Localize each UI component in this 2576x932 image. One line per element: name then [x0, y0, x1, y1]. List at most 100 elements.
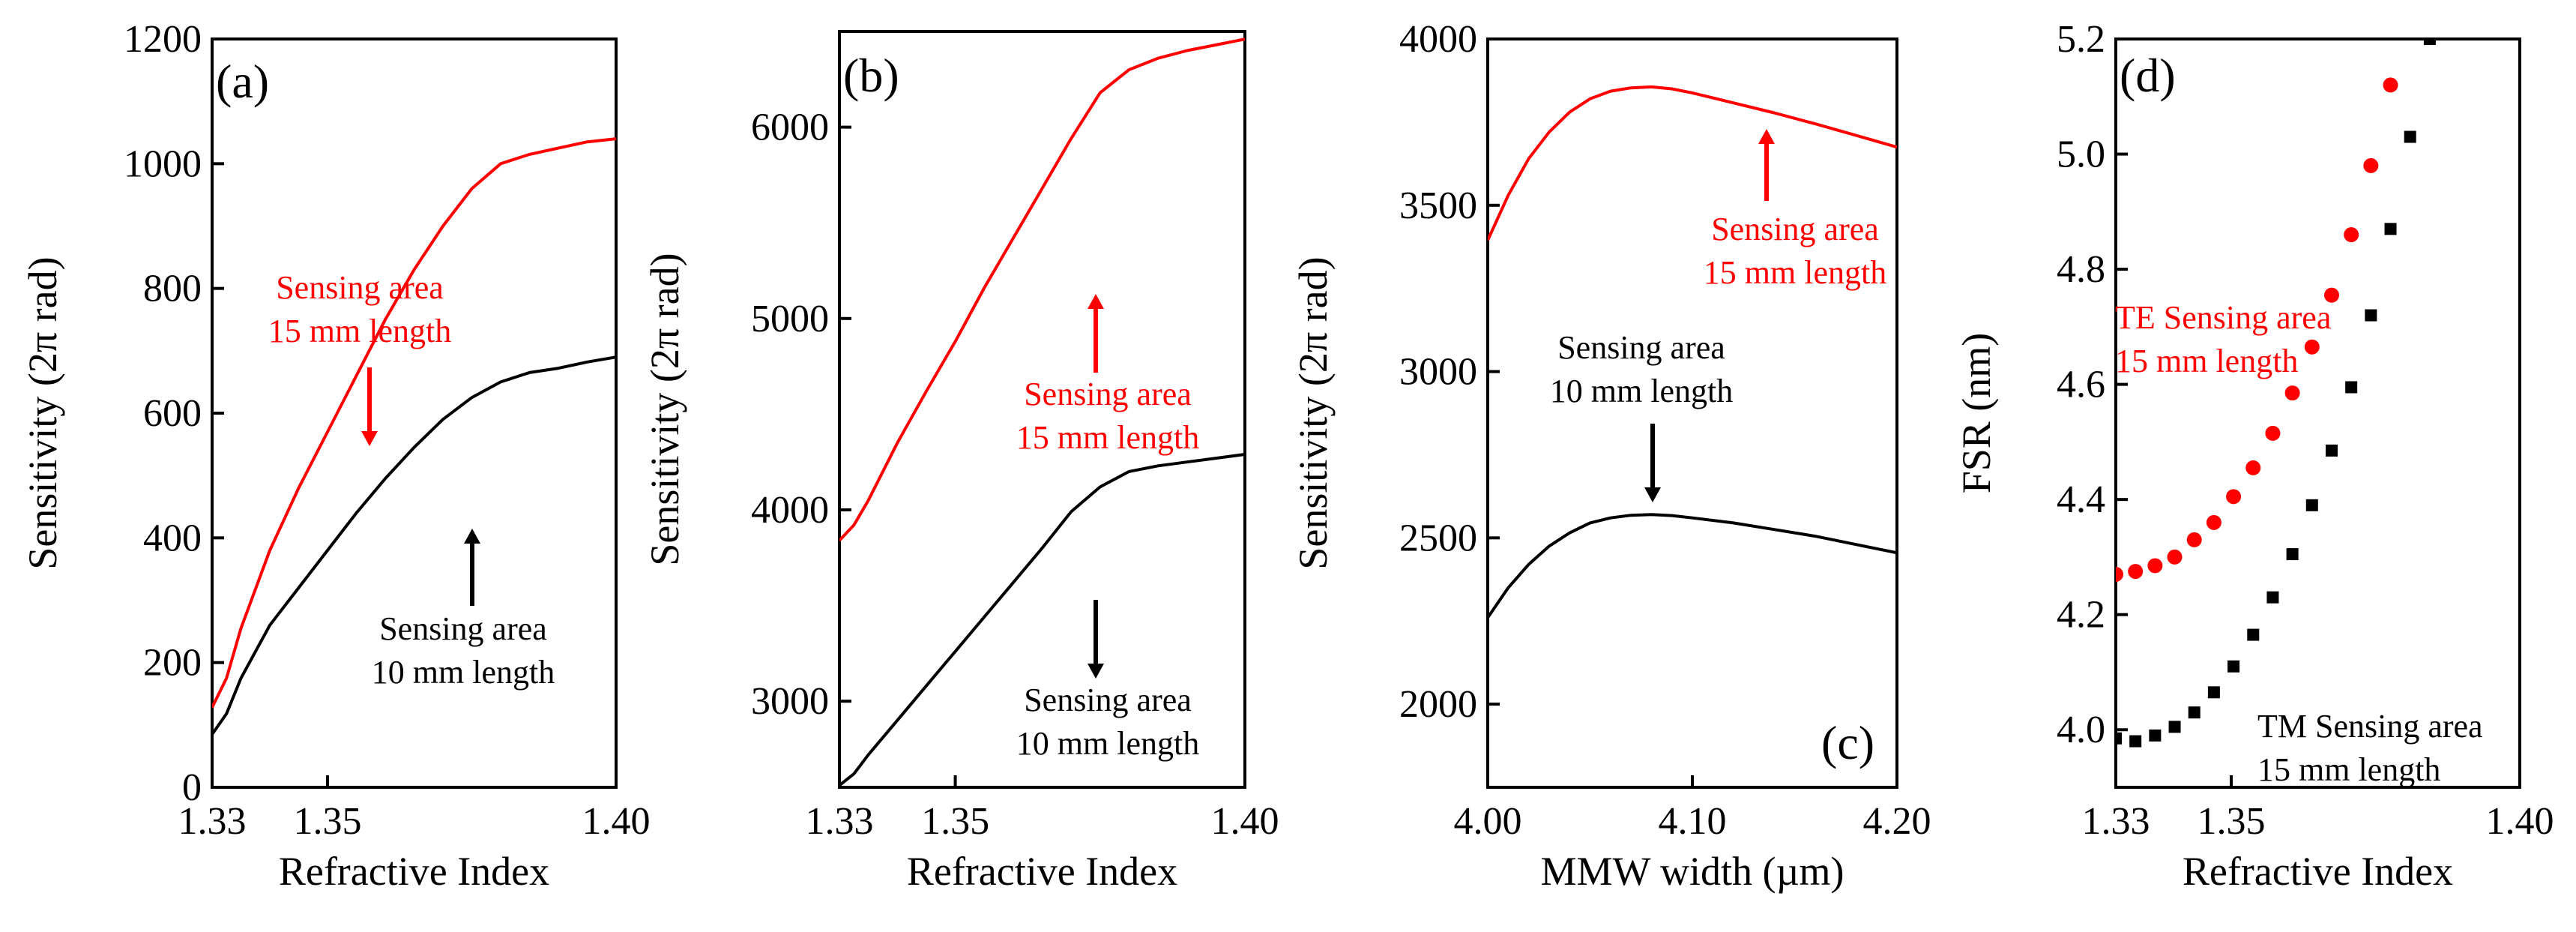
arrow-up-icon [1758, 129, 1775, 201]
series-group [1488, 85, 1897, 619]
y-tick-label: 4.2 [2057, 594, 2105, 637]
x-axis-title: Refractive Index [907, 849, 1177, 894]
data-point-tm [2365, 309, 2377, 322]
data-point-te [2265, 425, 2281, 441]
series-line-black [1488, 513, 1897, 619]
data-point-tm [2207, 686, 2220, 699]
annotation-text: Sensing area [1024, 682, 1192, 718]
data-point-te [2284, 385, 2300, 401]
data-point-tm [2129, 735, 2142, 748]
y-tick-label: 2000 [1399, 683, 1477, 726]
annotation: Sensing area 10 mm length [372, 529, 555, 691]
data-point-te [2167, 549, 2183, 565]
y-tick-label: 1000 [124, 142, 202, 185]
data-point-te [2363, 157, 2379, 173]
y-tick-label: 4.4 [2057, 478, 2105, 521]
series-group [839, 37, 1245, 787]
data-point-tm [2325, 444, 2338, 457]
annotation-text: Sensing area [1711, 211, 1879, 247]
panel-b: 1.33 1.35 1.40 3000 4000 5000 6000 Refractive I… [642, 30, 1279, 894]
data-point-tm [2305, 499, 2318, 511]
x-tick-label: 1.35 [2198, 800, 2266, 843]
arrow-up-icon [464, 529, 480, 606]
x-tick-label: 4.20 [1863, 800, 1931, 843]
data-point-te [2206, 514, 2221, 530]
x-tick-label: 1.33 [2082, 800, 2150, 843]
y-tick-label: 5.2 [2057, 18, 2105, 61]
x-tick-label: 4.10 [1659, 800, 1727, 843]
x-tick-label: 1.40 [582, 800, 651, 843]
data-point-te [2245, 460, 2261, 475]
y-tick-label: 2500 [1399, 517, 1477, 559]
x-axis-title: Refractive Index [279, 849, 549, 894]
panel-c: 4.00 4.10 4.20 2000 2500 3000 3500 4000 MMW widt… [1291, 18, 1931, 894]
y-tick-label: 4.0 [2057, 709, 2105, 751]
series-line-red [839, 37, 1245, 542]
y-tick-label: 600 [143, 392, 202, 435]
annotation-text: 15 mm length [268, 313, 451, 349]
data-point-tm [2149, 729, 2162, 742]
annotation: Sensing area 10 mm length [1016, 600, 1199, 762]
data-point-te [2383, 77, 2398, 93]
data-point-te [2323, 287, 2339, 303]
series-line-black [212, 355, 616, 736]
annotation-text: 10 mm length [372, 654, 555, 691]
y-tick-label: 400 [143, 517, 202, 559]
x-tick-label: 1.40 [2486, 800, 2554, 843]
arrow-down-icon [1088, 600, 1104, 679]
annotation: TM Sensing area 15 mm length [2257, 708, 2483, 788]
annotation-text: 10 mm length [1016, 725, 1199, 762]
annotation-text: Sensing area [1557, 329, 1725, 366]
x-tick-label: 1.40 [1211, 800, 1279, 843]
y-tick-label: 3000 [751, 680, 829, 723]
plot-frame [2114, 37, 2521, 789]
panel-label: (c) [1821, 716, 1874, 769]
data-point-tm [2384, 223, 2397, 235]
panel-label: (a) [216, 55, 269, 108]
data-point-te [2147, 558, 2163, 574]
x-tick-label: 4.00 [1454, 800, 1522, 843]
series-line-black [839, 453, 1245, 787]
data-point-te [2128, 564, 2144, 580]
series-group [212, 137, 616, 736]
data-point-tm [2168, 721, 2181, 733]
series-line-red [1488, 85, 1897, 241]
y-tick-label: 5000 [751, 298, 829, 340]
data-point-tm [2404, 130, 2416, 143]
x-tick-label: 1.35 [921, 800, 989, 843]
plot-frame [1486, 37, 1898, 789]
x-tick-label: 1.35 [294, 800, 362, 843]
annotation: Sensing area 15 mm length [1704, 129, 1886, 291]
y-tick-label: 4000 [1399, 18, 1477, 61]
data-point-te [2226, 489, 2242, 505]
data-point-te [2344, 227, 2359, 243]
x-axis-title: Refractive Index [2183, 849, 2453, 894]
annotation-text: TE Sensing area [2115, 299, 2331, 336]
panel-d: 1.33 1.35 1.40 4.0 4.2 4.4 4.6 4.8 5.0 5.2 Refract… [1954, 0, 2554, 894]
annotation-text: Sensing area [1024, 376, 1192, 412]
y-tick-label: 3500 [1399, 184, 1477, 227]
series-group [2116, 0, 2436, 748]
data-point-tm [2188, 706, 2201, 719]
y-tick-label: 6000 [751, 106, 829, 149]
data-point-tm [2423, 39, 2436, 45]
annotation: Sensing area 15 mm length [268, 269, 451, 446]
y-tick-label: 4000 [751, 489, 829, 532]
data-point-tm [2227, 660, 2240, 673]
annotation: Sensing area 15 mm length [1016, 294, 1199, 456]
data-point-te [2116, 566, 2123, 582]
data-point-te [2304, 339, 2320, 355]
data-point-te [2403, 0, 2418, 6]
annotation: Sensing area 10 mm length [1550, 329, 1733, 502]
data-point-tm [2286, 548, 2299, 561]
annotation-text: TM Sensing area [2257, 708, 2483, 745]
panel-a: 1.33 1.35 1.40 0 200 400 600 800 1000 1200 Refract… [20, 18, 651, 894]
y-axis-title: Sensitivity (2π rad) [642, 253, 687, 565]
data-point-tm [2266, 591, 2279, 604]
data-point-tm [2345, 381, 2358, 394]
data-point-tm [2116, 732, 2122, 745]
y-tick-label: 1200 [124, 18, 202, 61]
y-tick-label: 800 [143, 268, 202, 310]
y-axis-title: Sensitivity (2π rad) [1291, 256, 1336, 569]
annotation: TE Sensing area 15 mm length [2115, 299, 2331, 379]
